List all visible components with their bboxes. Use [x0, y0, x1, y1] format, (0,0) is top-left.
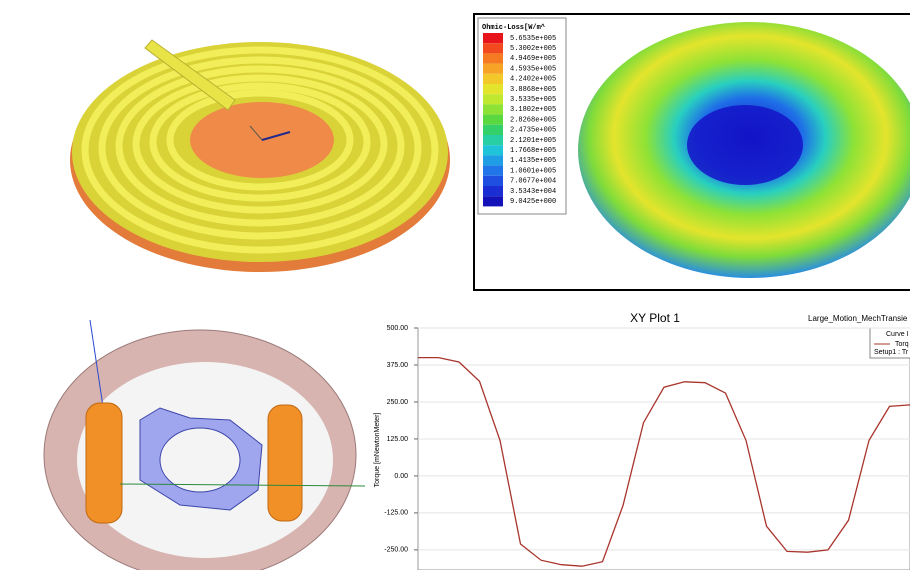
y-tick-label: -250.00 — [384, 547, 408, 554]
legend-value: 2.1201e+005 — [510, 137, 556, 145]
y-tick-label: -125.00 — [384, 510, 408, 517]
legend-value: 5.6535e+005 — [510, 35, 556, 43]
legend-swatch — [483, 104, 503, 115]
y-axis-label: Torque [mNewtonMeter] — [374, 413, 381, 488]
legend-swatch — [483, 175, 503, 186]
legend-swatch — [483, 73, 503, 84]
legend-setup: Setup1 : Tr — [874, 349, 909, 356]
legend-value: 7.0677e+004 — [510, 178, 556, 186]
y-tick-label: 500.00 — [387, 325, 409, 332]
xy-plot: XY Plot 1 Large_Motion_MechTransie Torqu… — [374, 311, 910, 570]
series-line — [418, 356, 910, 567]
legend-swatch — [483, 33, 503, 44]
legend-value: 4.9469e+005 — [510, 55, 556, 63]
legend-swatch — [483, 43, 503, 54]
y-tick-label: 375.00 — [387, 362, 409, 369]
legend-value: 1.0601e+005 — [510, 167, 556, 175]
motor-model — [43, 319, 366, 570]
legend-value: 2.4735e+005 — [510, 127, 556, 135]
legend-value: 3.5335e+005 — [510, 96, 556, 104]
legend-title: Ohmic-Loss[W/m^ — [482, 23, 545, 32]
legend-value: 4.2402e+005 — [510, 76, 556, 84]
legend-swatch — [483, 84, 503, 95]
legend-value: 1.7668e+005 — [510, 147, 556, 155]
legend-swatch — [483, 165, 503, 176]
legend-swatch — [483, 145, 503, 156]
legend-swatch — [483, 114, 503, 125]
legend-swatch — [483, 94, 503, 105]
legend-entry: Torq — [895, 341, 909, 348]
legend-swatch — [483, 186, 503, 197]
legend-swatch — [483, 63, 503, 74]
legend-value: 5.3002e+005 — [510, 45, 556, 53]
y-tick-label: 0.00 — [394, 473, 408, 480]
legend-value: 9.0425e+000 — [510, 198, 556, 206]
plot-title: XY Plot 1 — [630, 311, 680, 325]
legend-value: 2.8268e+005 — [510, 116, 556, 124]
legend-swatch — [483, 124, 503, 135]
legend-value: 3.8868e+005 — [510, 86, 556, 94]
legend-swatch — [483, 135, 503, 146]
loss-legend: Ohmic-Loss[W/m^ 5.6535e+005 5.3002e+005 4.… — [482, 23, 556, 207]
legend-header: Curve I — [886, 331, 909, 338]
legend-swatch — [483, 155, 503, 166]
legend-swatch — [483, 196, 503, 207]
coil-model — [70, 39, 450, 272]
plot-subtitle: Large_Motion_MechTransie — [808, 314, 908, 323]
y-tick-label: 250.00 — [387, 399, 409, 406]
legend-swatch — [483, 53, 503, 64]
legend-value: 4.5935e+005 — [510, 65, 556, 73]
legend-value: 3.5343e+004 — [510, 188, 556, 196]
legend-value: 3.1802e+005 — [510, 106, 556, 114]
y-tick-label: 125.00 — [387, 436, 409, 443]
legend-value: 1.4135e+005 — [510, 157, 556, 165]
